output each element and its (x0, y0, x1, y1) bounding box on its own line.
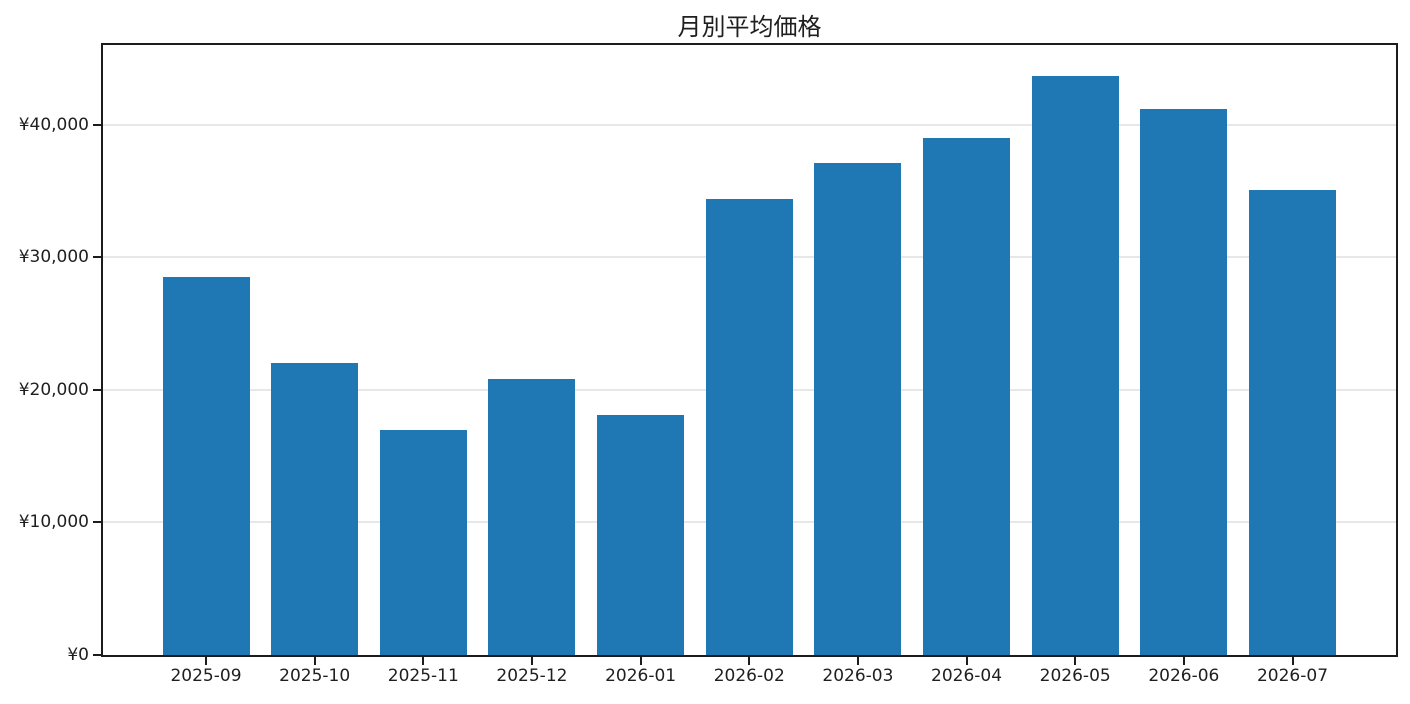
y-tick-label: ¥0 (67, 645, 89, 665)
y-tick-mark (93, 521, 101, 524)
x-tick-label: 2025-10 (279, 666, 351, 686)
x-tick-label: 2026-05 (1039, 666, 1111, 686)
x-tick-mark (205, 657, 207, 665)
x-tick-mark (639, 657, 642, 665)
x-tick-mark (965, 657, 968, 665)
y-tick-label: ¥40,000 (18, 114, 89, 135)
bar-2026-01 (597, 414, 685, 655)
x-tick-label: 2026-01 (605, 666, 677, 686)
bar-2026-05 (1031, 75, 1119, 655)
x-tick-mark (748, 657, 751, 665)
y-tick-mark (93, 388, 101, 391)
y-tick-mark (93, 256, 101, 259)
x-tick-label: 2026-03 (822, 666, 894, 686)
x-tick-mark (313, 657, 316, 665)
bar-2025-10 (271, 363, 359, 655)
x-tick-label: 2026-04 (931, 666, 1003, 686)
plot-area (93, 43, 1398, 665)
x-tick-mark (1182, 657, 1185, 665)
y-axis: ¥0 ¥10,000 ¥20,000 ¥30,000 ¥40,000 (0, 45, 103, 665)
y-tick-mark (93, 123, 101, 126)
x-tick-label: 2025-11 (387, 666, 459, 686)
y-tick-label: ¥10,000 (18, 512, 89, 533)
bar-2025-11 (379, 429, 467, 655)
x-tick-mark (530, 657, 533, 665)
x-tick-mark (1291, 657, 1294, 665)
y-tick-label: ¥20,000 (18, 379, 89, 400)
x-tick-label: 2026-02 (713, 666, 785, 686)
bar-2026-06 (1140, 108, 1228, 655)
bar-2025-12 (488, 379, 576, 655)
x-tick-mark (422, 657, 425, 665)
x-tick-mark (856, 657, 859, 665)
bar-2025-09 (162, 277, 250, 655)
bar-2026-04 (923, 137, 1011, 655)
y-tick-mark (93, 654, 101, 656)
x-tick-label: 2026-07 (1256, 666, 1329, 686)
bar-2026-02 (705, 198, 793, 655)
x-tick-label: 2025-09 (170, 666, 242, 686)
gridline (103, 123, 1396, 126)
x-tick-mark (1074, 657, 1077, 665)
bar-2026-03 (814, 163, 902, 655)
x-tick-label: 2025-12 (496, 666, 568, 686)
x-axis: 2025-09 2025-10 2025-11 2025-12 2026-01 2026-… (103, 666, 1396, 690)
chart-title: 月別平均価格 (677, 13, 822, 41)
x-tick-label: 2026-06 (1148, 666, 1220, 686)
y-tick-label: ¥30,000 (18, 247, 89, 268)
bar-2026-07 (1249, 189, 1336, 655)
